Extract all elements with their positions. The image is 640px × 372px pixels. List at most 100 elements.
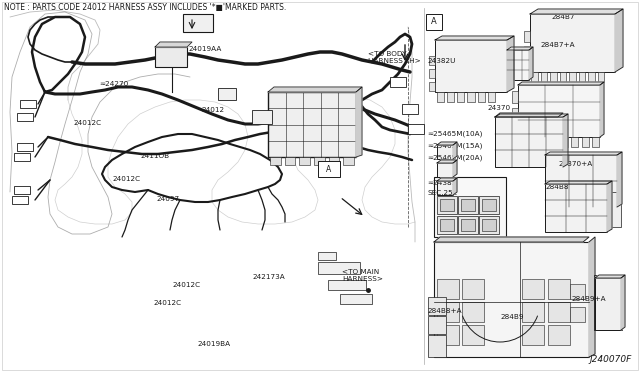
Polygon shape [529,47,533,80]
Bar [531,72,538,82]
Bar [314,157,324,165]
Polygon shape [453,178,457,195]
Bar [429,81,435,91]
Bar [524,31,530,42]
Bar [594,275,622,330]
Text: 284B7: 284B7 [552,14,575,20]
Text: NOTE : PARTS CODE 24012 HARNESS ASSY INCLUDES '*■'MARKED PARTS.: NOTE : PARTS CODE 24012 HARNESS ASSY INC… [4,3,286,12]
Polygon shape [595,275,625,278]
Bar [458,216,478,234]
Text: 24012C: 24012C [173,282,201,288]
Bar [551,137,557,147]
Bar [252,110,272,124]
Polygon shape [155,42,192,47]
Bar [14,153,30,161]
Bar [512,108,518,120]
Text: 284B7+A: 284B7+A [541,42,575,48]
Bar [437,325,459,345]
Polygon shape [589,237,595,357]
Bar [447,92,454,102]
Text: ≂25465M(10A): ≂25465M(10A) [428,130,483,137]
Text: 284B9: 284B9 [500,314,524,320]
Bar [522,279,544,299]
Bar [435,40,507,92]
Bar [579,72,585,82]
Text: J240070F: J240070F [589,355,632,364]
Text: 24370+A: 24370+A [558,161,593,167]
Text: 2411OB: 2411OB [141,153,170,159]
Polygon shape [615,9,623,72]
Text: A: A [326,164,332,173]
Bar [428,316,446,334]
Polygon shape [434,237,589,242]
Bar [482,199,496,211]
Text: ≂24381: ≂24381 [428,180,457,186]
Bar [268,92,356,157]
Polygon shape [563,114,568,167]
Polygon shape [495,113,563,117]
Bar [328,280,366,290]
Bar [548,302,570,322]
Bar [20,100,36,108]
Text: 24097: 24097 [157,196,180,202]
Bar [541,137,547,147]
Bar [437,279,459,299]
Text: <TO BODY
HARNESS LH>: <TO BODY HARNESS LH> [368,51,420,64]
Bar [343,157,354,165]
Bar [12,196,28,204]
Bar [524,60,530,71]
Text: <TO MAIN
HARNESS>: <TO MAIN HARNESS> [342,269,383,282]
Bar [550,72,557,82]
Polygon shape [453,142,457,159]
Polygon shape [507,36,514,92]
Bar [522,302,544,322]
Bar [545,155,617,207]
Text: 24012: 24012 [202,107,225,113]
Bar [569,72,576,82]
Bar [17,113,33,121]
Text: A: A [431,17,437,26]
Bar [545,184,607,232]
Polygon shape [437,142,457,145]
Polygon shape [545,152,622,155]
Bar [588,72,595,82]
Bar [607,192,621,227]
Polygon shape [607,181,612,232]
Bar [461,219,475,231]
Text: 24012C: 24012C [154,300,182,306]
Bar [570,284,585,299]
Text: ≂25465M(15A): ≂25465M(15A) [428,142,483,149]
Bar [467,92,475,102]
Bar [522,325,544,345]
Text: 24019BA: 24019BA [198,341,231,347]
Bar [570,307,585,322]
Bar [461,199,475,211]
Bar [218,88,236,100]
Bar [428,297,446,315]
Text: ≂24270: ≂24270 [99,81,129,87]
Bar [531,137,537,147]
Bar [436,92,444,102]
Bar [482,219,496,231]
Text: 24370: 24370 [488,105,511,111]
Text: ≂25465M(20A): ≂25465M(20A) [428,154,483,161]
Bar [488,92,495,102]
Bar [541,72,547,82]
Polygon shape [437,160,457,163]
Bar [457,92,464,102]
Polygon shape [437,178,457,181]
Bar [548,279,570,299]
Bar [285,157,295,165]
Bar [14,186,30,194]
Bar [530,14,615,72]
Bar [318,252,336,260]
Bar [582,137,589,147]
Text: SEC.252: SEC.252 [428,190,458,196]
Polygon shape [545,181,612,184]
Polygon shape [530,9,623,14]
Polygon shape [621,275,625,330]
Bar [440,199,454,211]
Bar [507,50,529,80]
Bar [408,124,424,134]
Bar [329,157,339,165]
